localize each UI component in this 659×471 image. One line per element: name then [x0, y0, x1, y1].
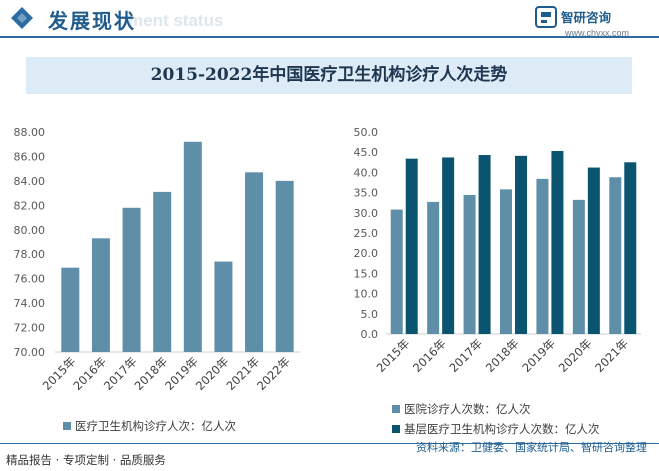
header-divider: [0, 36, 659, 38]
y-tick-label: 86.00: [14, 150, 46, 163]
bar: [153, 191, 172, 352]
y-tick-label: 5.0: [361, 308, 379, 321]
x-tick-label: 2017年: [446, 336, 485, 375]
bar: [245, 172, 264, 352]
x-tick-label: 2015年: [40, 354, 79, 393]
x-tick-label: 2021年: [592, 336, 631, 375]
y-tick-label: 25.0: [354, 227, 379, 240]
diamond-icon: [11, 7, 33, 29]
bar: [624, 162, 637, 334]
footer-tagline: 精品报告 · 专项定制 · 品质服务: [6, 453, 166, 467]
brand-logo-icon: [535, 6, 557, 28]
legend-label: 基层医疗卫生机构诊疗人次数：亿人次: [404, 422, 600, 436]
y-tick-label: 72.00: [14, 322, 46, 335]
bar: [478, 155, 491, 334]
bar: [91, 238, 110, 352]
bar: [122, 207, 141, 352]
brand-logo: 智研咨询 www.chyxx.com: [535, 4, 645, 40]
legend-label: 医疗卫生机构诊疗人次：亿人次: [75, 419, 236, 433]
x-tick-label: 2018年: [483, 336, 522, 375]
brand-name: 智研咨询: [561, 10, 612, 25]
x-tick-label: 2015年: [374, 336, 413, 375]
y-tick-label: 74.00: [14, 297, 46, 310]
y-tick-label: 35.0: [354, 187, 379, 200]
bar: [275, 180, 294, 352]
bar: [587, 167, 600, 334]
y-tick-label: 50.0: [354, 126, 379, 139]
page-header: ment status 发展现状 智研咨询 www.chyxx.com: [0, 0, 659, 44]
legend-swatch: [63, 422, 71, 430]
x-tick-label: 2016年: [70, 354, 109, 393]
y-tick-label: 82.00: [14, 199, 46, 212]
bar: [463, 195, 476, 334]
y-tick-label: 20.0: [354, 247, 379, 260]
x-tick-label: 2019年: [162, 354, 201, 393]
y-tick-label: 70.00: [14, 346, 46, 359]
data-source: 资料来源：卫健委、国家统计局、智研咨询整理: [416, 441, 647, 454]
y-tick-label: 88.00: [14, 126, 46, 139]
brand-url: www.chyxx.com: [565, 28, 630, 38]
x-tick-label: 2022年: [254, 354, 293, 393]
bar: [609, 177, 622, 334]
right-chart: 0.0 5.0 10.0 15.0 20.0 25.0 30.0 35.0 40.0 45.0 50…: [354, 126, 641, 375]
x-tick-label: 2016年: [410, 336, 449, 375]
y-tick-label: 80.00: [14, 224, 46, 237]
legend-swatch: [392, 425, 400, 433]
bar: [405, 158, 418, 334]
bar: [515, 155, 527, 334]
bar: [390, 209, 403, 334]
y-tick-label: 0.0: [361, 328, 379, 341]
x-tick-label: 2021年: [223, 354, 262, 393]
bar: [183, 141, 202, 352]
header-ghost-text: ment status: [128, 11, 224, 30]
y-tick-label: 78.00: [14, 248, 46, 261]
x-tick-label: 2018年: [132, 354, 171, 393]
legend-swatch: [392, 405, 400, 413]
right-legend-hospital: 医院诊疗人次数：亿人次: [392, 401, 531, 417]
bar: [551, 150, 564, 334]
bar: [572, 199, 585, 334]
chart-banner: 2015-2022年中国医疗卫生机构诊疗人次走势: [26, 57, 632, 94]
y-tick-label: 76.00: [14, 273, 46, 286]
bar: [214, 261, 233, 352]
y-tick-label: 30.0: [354, 207, 379, 220]
y-tick-label: 40.0: [354, 166, 379, 179]
y-tick-label: 10.0: [354, 288, 379, 301]
y-tick-label: 15.0: [354, 267, 379, 280]
left-legend: 医疗卫生机构诊疗人次：亿人次: [63, 418, 236, 434]
bar: [500, 189, 512, 334]
section-title: 发展现状: [48, 9, 136, 33]
x-tick-label: 2017年: [101, 354, 140, 393]
bar: [442, 157, 455, 334]
y-tick-label: 84.00: [14, 175, 46, 188]
chart-title: 2015-2022年中国医疗卫生机构诊疗人次走势: [150, 65, 508, 85]
footer-divider: [0, 443, 659, 444]
right-legend-primary: 基层医疗卫生机构诊疗人次数：亿人次: [392, 421, 600, 437]
x-tick-label: 2020年: [193, 354, 232, 393]
bar: [61, 267, 80, 352]
y-tick-label: 45.0: [354, 146, 379, 159]
bar: [536, 178, 549, 334]
x-tick-label: 2020年: [556, 336, 595, 375]
legend-label: 医院诊疗人次数：亿人次: [404, 402, 531, 416]
left-chart: 70.00 72.00 74.00 76.00 78.00 80.00 82.00 84.00…: [14, 126, 300, 393]
x-tick-label: 2019年: [519, 336, 558, 375]
bar: [427, 201, 440, 334]
